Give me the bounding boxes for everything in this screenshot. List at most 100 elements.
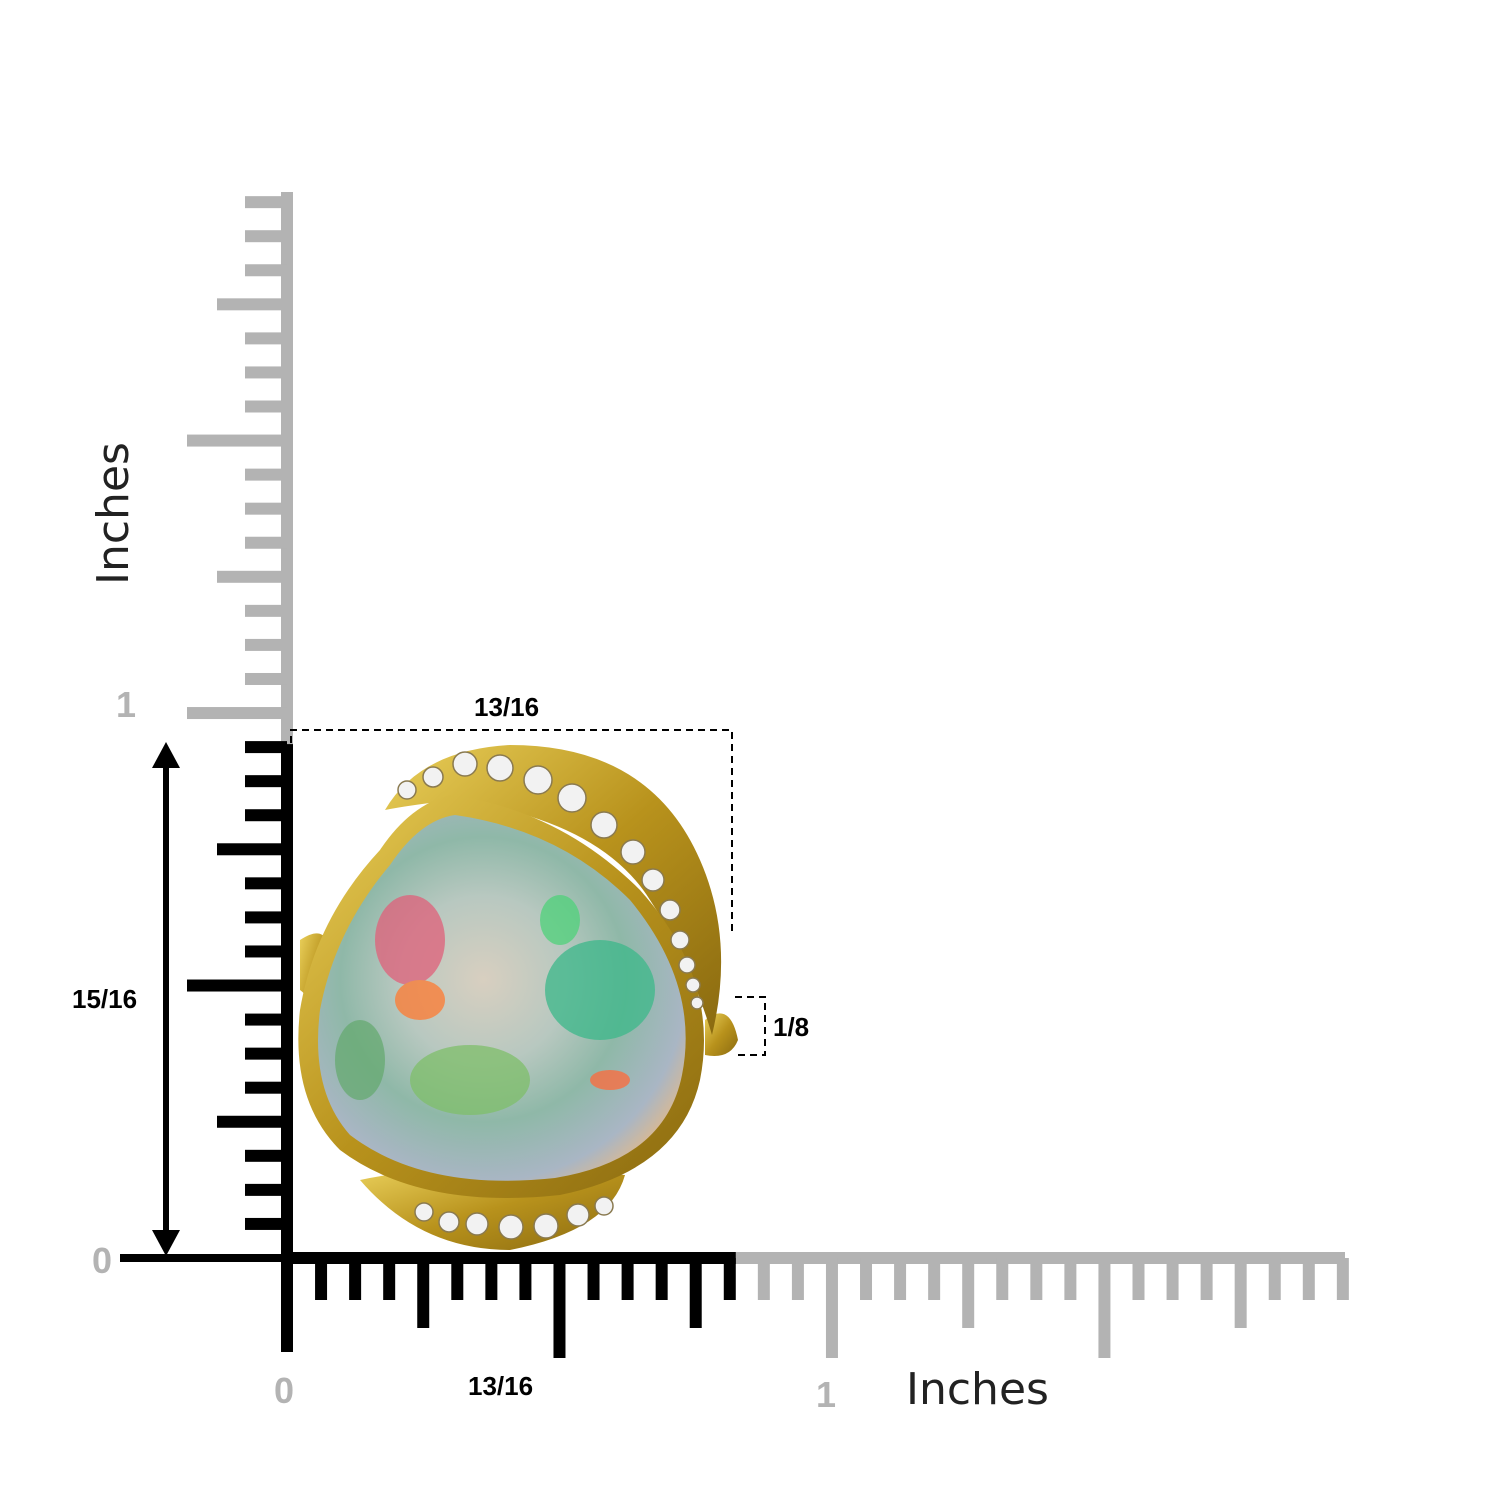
vertical-tick (245, 741, 287, 754)
horizontal-tick (791, 1258, 804, 1300)
zero-line (120, 1254, 287, 1262)
horizontal-tick (860, 1258, 873, 1300)
diamond (422, 766, 444, 788)
horizontal-tick (485, 1258, 498, 1300)
horizontal-axis-label: Inches (906, 1364, 1049, 1415)
vertical-tick (245, 638, 287, 651)
band-bracket (735, 996, 766, 1056)
vertical-tick (187, 707, 287, 720)
horizontal-tick (315, 1258, 328, 1300)
vertical-tick (217, 1115, 287, 1128)
vertical-tick (245, 604, 287, 617)
horizontal-tick (1166, 1258, 1179, 1300)
horizontal-tick (757, 1258, 770, 1300)
diamond (685, 977, 701, 993)
diamond (659, 899, 681, 921)
horizontal-tick (383, 1258, 396, 1300)
diamond (486, 754, 514, 782)
vertical-tick (245, 230, 287, 243)
vertical-tick (245, 672, 287, 685)
vertical-tick (245, 400, 287, 413)
diamond (557, 783, 587, 813)
diamond (533, 1213, 559, 1239)
diamond (523, 765, 553, 795)
horizontal-tick (928, 1258, 941, 1300)
top-gold-swoop (385, 745, 722, 1035)
vertical-tick-label-1: 1 (116, 684, 137, 725)
vertical-tick (217, 570, 287, 583)
top-width-bracket (290, 729, 733, 935)
horizontal-tick (723, 1258, 736, 1300)
vertical-tick (245, 332, 287, 345)
vertical-tick (245, 536, 287, 549)
vertical-tick-label-0: 0 (92, 1240, 113, 1281)
horizontal-tick (1234, 1258, 1247, 1328)
horizontal-tick (962, 1258, 975, 1328)
vertical-tick (245, 877, 287, 890)
top-width-measurement: 13/16 (474, 692, 540, 722)
horizontal-tick (1030, 1258, 1043, 1300)
diamond (620, 839, 646, 865)
horizontal-tick (1336, 1258, 1349, 1300)
diamond (414, 1202, 434, 1222)
vertical-tick (217, 843, 287, 856)
vertical-tick (245, 1081, 287, 1094)
vertical-tick (245, 1013, 287, 1026)
horizontal-tick (451, 1258, 464, 1300)
vertical-tick (245, 1183, 287, 1196)
vertical-axis-label: Inches (88, 442, 139, 585)
dimension-lines (290, 729, 766, 1056)
horizontal-tick (281, 1252, 293, 1352)
horizontal-tick (996, 1258, 1009, 1300)
diamond (465, 1212, 489, 1236)
vertical-tick (245, 502, 287, 515)
vertical-tick (245, 468, 287, 481)
horizontal-tick (689, 1258, 702, 1328)
diamond (452, 751, 478, 777)
vertical-tick (187, 979, 287, 992)
horizontal-tick (1132, 1258, 1145, 1300)
bottom-width-measurement: 13/16 (468, 1371, 534, 1401)
vertical-tick (245, 945, 287, 958)
horizontal-tick (655, 1258, 668, 1300)
height-arrow (152, 742, 180, 1256)
vertical-tick (245, 264, 287, 277)
horizontal-tick (417, 1258, 430, 1328)
height-measurement: 15/16 (72, 984, 138, 1014)
diamond (438, 1211, 460, 1233)
opal-fire (335, 895, 655, 1115)
horizontal-tick-label-0: 0 (274, 1370, 295, 1411)
diamond (678, 956, 696, 974)
ring-image (298, 745, 738, 1250)
diamond (690, 996, 704, 1010)
vertical-tick (245, 196, 287, 209)
diamond (397, 780, 417, 800)
diamond (594, 1196, 614, 1216)
vertical-tick (217, 298, 287, 311)
diamond-accents (397, 751, 704, 1240)
horizontal-tick (894, 1258, 907, 1300)
diamond (566, 1203, 590, 1227)
horizontal-tick (1268, 1258, 1281, 1300)
diamond (670, 930, 690, 950)
vertical-tick (245, 1149, 287, 1162)
horizontal-tick (1098, 1258, 1111, 1358)
band-measurement: 1/8 (773, 1012, 810, 1042)
vertical-tick (245, 1047, 287, 1060)
horizontal-tick-label-1: 1 (816, 1374, 837, 1415)
diamond (641, 868, 665, 892)
horizontal-tick (587, 1258, 600, 1300)
vertical-tick (245, 775, 287, 788)
horizontal-tick (825, 1258, 838, 1358)
horizontal-tick (349, 1258, 362, 1300)
horizontal-tick (1064, 1258, 1077, 1300)
horizontal-tick (1302, 1258, 1315, 1300)
horizontal-tick (553, 1258, 566, 1358)
vertical-tick (245, 809, 287, 822)
diamond (498, 1214, 524, 1240)
vertical-ruler (120, 192, 293, 1262)
diamond (590, 811, 618, 839)
horizontal-tick (1200, 1258, 1213, 1300)
vertical-tick (245, 366, 287, 379)
